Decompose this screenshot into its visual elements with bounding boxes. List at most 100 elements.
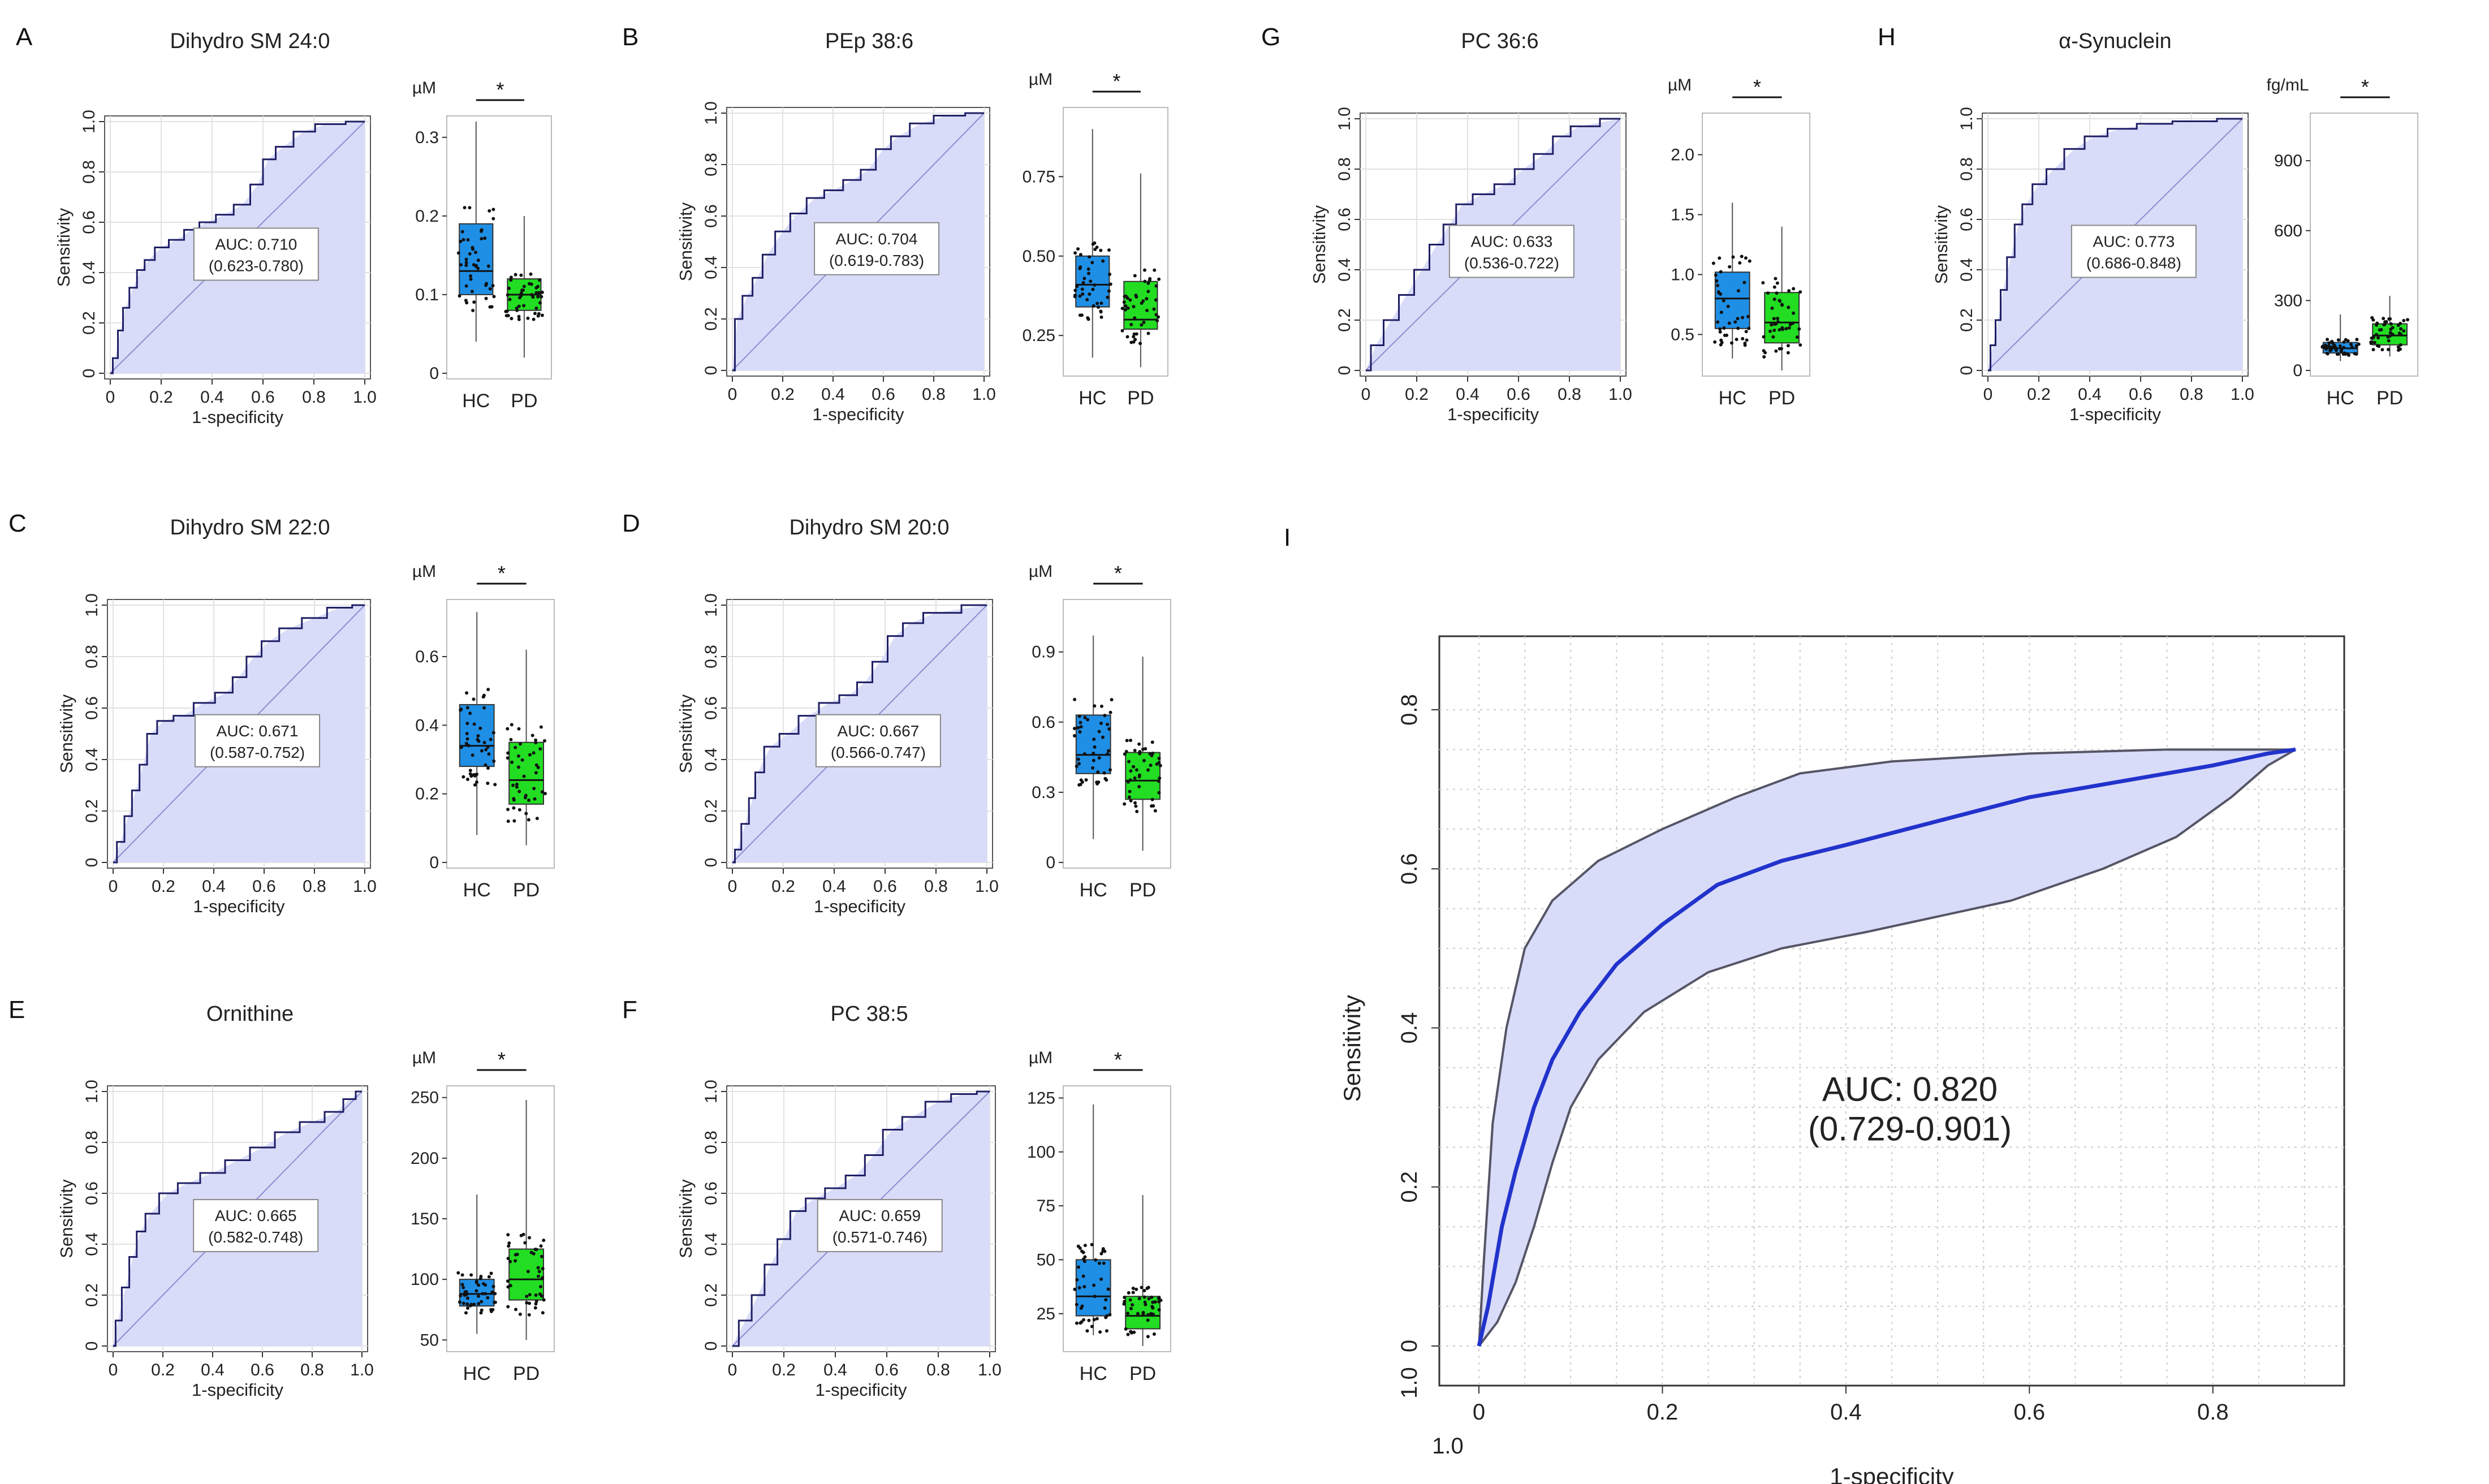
y-tick-label: 0.6 xyxy=(1397,853,1422,885)
auc-box xyxy=(195,714,321,767)
data-point xyxy=(1095,245,1099,249)
data-point xyxy=(524,812,528,816)
data-point xyxy=(1099,315,1103,319)
data-point xyxy=(2327,344,2331,348)
x-tick-label: 0.2 xyxy=(771,385,795,404)
auc-ci: (0.729-0.901) xyxy=(1808,1110,2012,1148)
data-point xyxy=(1143,268,1147,272)
data-point xyxy=(1084,778,1088,782)
data-point xyxy=(506,314,510,318)
data-point xyxy=(2326,338,2330,342)
unit-label: µM xyxy=(412,79,436,97)
x-tick-label: 1.0 xyxy=(353,388,377,407)
data-point xyxy=(1736,289,1740,293)
group-label: PD xyxy=(513,1363,540,1384)
data-point xyxy=(1134,768,1138,772)
data-point xyxy=(463,1290,467,1294)
data-point xyxy=(540,290,544,294)
data-point xyxy=(484,283,488,287)
panel-c-roc: 0 0.2 0.4 0.6 0.8 1.0 0 0.2 0.4 0.6 0.8 1.0 1-specif… xyxy=(57,516,377,916)
y-tick-label: 0 xyxy=(83,858,101,868)
y-tick-label: 0.6 xyxy=(1335,208,1354,231)
y-axis-label: Sensitivity xyxy=(54,208,74,287)
data-point xyxy=(541,1276,545,1280)
data-point xyxy=(542,1239,546,1243)
data-point xyxy=(1745,338,1749,342)
x-tick-label: 0.4 xyxy=(822,877,846,896)
panel-a-boxplot: 0 0.1 0.2 0.3 µM * HC PD xyxy=(412,78,552,412)
data-point xyxy=(1075,765,1079,769)
data-point xyxy=(484,1283,488,1287)
data-point xyxy=(1715,279,1719,283)
y-tick-label: 0 xyxy=(1397,1340,1422,1352)
data-point xyxy=(1741,316,1745,320)
data-point xyxy=(486,781,490,785)
data-point xyxy=(1075,284,1079,288)
data-point xyxy=(1138,342,1142,346)
data-point xyxy=(1106,1287,1110,1291)
y-tick-label: 0.6 xyxy=(83,696,101,720)
data-point xyxy=(1735,338,1739,342)
data-point xyxy=(480,1300,484,1304)
data-point xyxy=(491,1284,495,1288)
roc-curve xyxy=(732,112,984,372)
data-point xyxy=(2328,348,2332,352)
data-point xyxy=(1107,248,1111,252)
data-point xyxy=(519,291,523,295)
confidence-band xyxy=(1479,749,2296,1346)
data-point xyxy=(1151,804,1155,808)
unit-label: µM xyxy=(1668,76,1692,94)
data-point xyxy=(464,284,468,288)
data-point xyxy=(486,745,490,749)
data-point xyxy=(1123,752,1127,756)
data-point xyxy=(522,774,526,778)
data-point xyxy=(1125,296,1129,300)
y-tick-label: 0.8 xyxy=(1957,157,1976,181)
auc-ci: (0.571-0.746) xyxy=(832,1228,928,1246)
x-tick-label: 0.4 xyxy=(823,1361,847,1379)
x-tick-label: 0.2 xyxy=(152,877,175,896)
chart-title: Dihydro SM 20:0 xyxy=(789,516,949,540)
group-label: PD xyxy=(511,390,537,412)
data-point xyxy=(1097,730,1101,734)
panel-e-boxplot: 50 100 150 200 250 µM * HC PD xyxy=(411,1048,555,1384)
y-tick-label: 0 xyxy=(1046,853,1055,872)
y-axis-label: Sensitivity xyxy=(676,1179,696,1258)
y-tick-label: 50 xyxy=(420,1331,439,1349)
data-point xyxy=(509,737,513,741)
y-tick-label: 1.0 xyxy=(702,593,721,617)
x-tick-label: 0.6 xyxy=(873,877,897,896)
y-tick-label: 0.8 xyxy=(80,160,98,184)
data-point xyxy=(508,297,512,301)
data-point xyxy=(1784,327,1788,331)
y-tick-label: 300 xyxy=(2274,291,2302,310)
x-tick-label: 1.0 xyxy=(975,877,999,896)
data-point xyxy=(1103,714,1107,718)
x-tick-label: 0 xyxy=(1983,385,1993,404)
data-point xyxy=(2335,348,2339,352)
data-point xyxy=(466,1306,470,1310)
data-point xyxy=(1090,1325,1094,1328)
x-axis-label: 1-specificity xyxy=(1830,1463,1953,1484)
data-point xyxy=(1106,722,1110,726)
data-point xyxy=(2357,342,2361,346)
roc-curve xyxy=(732,1090,990,1347)
data-point xyxy=(540,1294,543,1298)
data-point xyxy=(466,238,470,241)
auc-value: AUC: 0.671 xyxy=(217,722,299,740)
data-point xyxy=(517,727,521,731)
data-point xyxy=(1077,1265,1081,1269)
data-point xyxy=(480,1308,484,1312)
data-point xyxy=(1747,326,1751,330)
data-point xyxy=(529,272,533,276)
data-point xyxy=(1779,347,1783,351)
data-point xyxy=(1150,740,1154,744)
data-point xyxy=(539,1285,543,1289)
data-point xyxy=(1124,304,1128,308)
y-tick-label: 0.6 xyxy=(702,696,721,720)
data-point xyxy=(468,769,472,773)
y-tick-label: 75 xyxy=(1037,1197,1055,1215)
data-point xyxy=(533,1306,537,1310)
y-tick-label: 0.8 xyxy=(702,153,721,176)
data-point xyxy=(1079,778,1083,782)
